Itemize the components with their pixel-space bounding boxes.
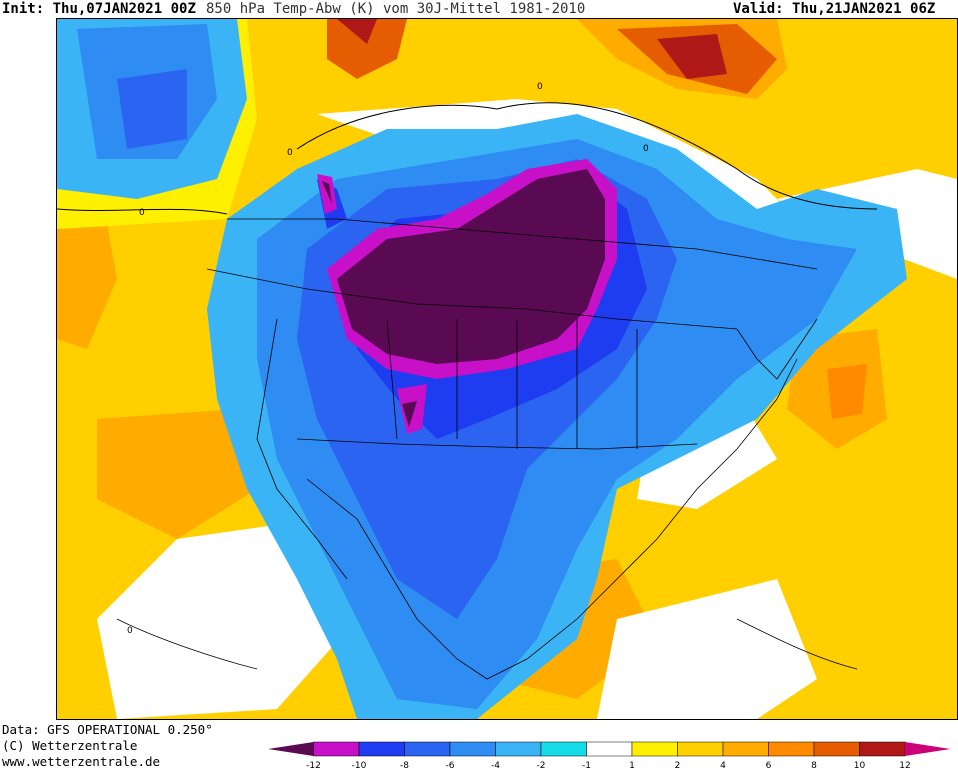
zero-label: 0 [537, 82, 543, 92]
legend-swatch [404, 741, 451, 757]
extreme-core-spot-colorado [402, 401, 417, 427]
legend-swatch [677, 741, 724, 757]
legend-swatch [859, 741, 906, 757]
legend-arrow-high [905, 742, 951, 756]
color-legend: -12 -10 -8 -6 -4 -2 -1 1 2 4 6 8 10 12 [268, 741, 951, 771]
legend-swatch [358, 741, 405, 757]
us-canada-border [206, 268, 738, 330]
hot-patch-atlantic [827, 364, 867, 419]
cold-pacific-core [117, 69, 187, 149]
init-label: Init: [2, 1, 45, 17]
legend-swatch [813, 741, 860, 757]
legend-tick-label: -1 [582, 761, 591, 771]
legend-tick-label: -10 [352, 761, 367, 771]
latitude-line-2 [296, 438, 698, 450]
legend-swatch [586, 741, 633, 757]
coastline-northeast [736, 318, 818, 380]
zero-contour-line [57, 102, 878, 215]
legend-tick-label: -2 [537, 761, 546, 771]
anomaly-map: 0 0 0 0 0 [56, 18, 958, 720]
legend-tick-label: 8 [811, 761, 817, 771]
zero-label: 0 [643, 144, 649, 154]
extreme-cold-core [337, 169, 605, 364]
legend-swatch [449, 741, 496, 757]
legend-swatch [540, 741, 587, 757]
copyright: (C) Wetterzentrale [2, 738, 138, 753]
legend-tick-label: -6 [446, 761, 455, 771]
valid-value: Thu,21JAN2021 06Z [792, 1, 936, 17]
legend-swatch [768, 741, 815, 757]
zero-label: 0 [287, 148, 293, 158]
warm-patch-pacific-south [97, 409, 257, 539]
legend-tick-label: 2 [675, 761, 681, 771]
coastline-west [256, 318, 348, 580]
init-time: Init: Thu,07JAN2021 00Z [2, 0, 196, 20]
legend-swatch [313, 741, 360, 757]
gulf-contour [736, 618, 858, 670]
legend-arrow-low [268, 742, 314, 756]
init-value: Thu,07JAN2021 00Z [52, 1, 196, 17]
valid-time: Valid: Thu,21JAN2021 06Z [733, 0, 935, 20]
extreme-warm-patch [657, 34, 727, 79]
legend-tick-label: 10 [854, 761, 866, 771]
legend-tick-label: 6 [766, 761, 772, 771]
legend-tick-label: 12 [899, 761, 910, 771]
extreme-warm-nw [337, 19, 377, 44]
legend-tick-label: 4 [720, 761, 726, 771]
boundaries [116, 218, 858, 680]
latitude-line-1 [227, 218, 818, 270]
legend-swatch [495, 741, 542, 757]
legend-tick-label: -8 [400, 761, 409, 771]
zero-label: 0 [139, 208, 145, 218]
legend-tick-label: -12 [306, 761, 321, 771]
extreme-core-spot-nw [322, 181, 332, 204]
legend-tick-label: -4 [491, 761, 500, 771]
website-url[interactable]: www.wetterzentrale.de [2, 754, 161, 769]
map-title: 850 hPa Temp-Abw (K) vom 30J-Mittel 1981… [206, 1, 586, 17]
legend-swatch [722, 741, 769, 757]
data-source: Data: GFS OPERATIONAL 0.250° [2, 722, 213, 737]
hot-patch-nw [327, 19, 407, 79]
coastline-south [306, 358, 798, 680]
legend-swatch [631, 741, 678, 757]
legend-tick-label: 1 [629, 761, 635, 771]
pacific-contour [116, 618, 258, 670]
valid-label: Valid: [733, 1, 784, 17]
neutral-gulf [597, 579, 817, 719]
zero-label: 0 [127, 626, 133, 636]
state-lines [386, 318, 638, 449]
